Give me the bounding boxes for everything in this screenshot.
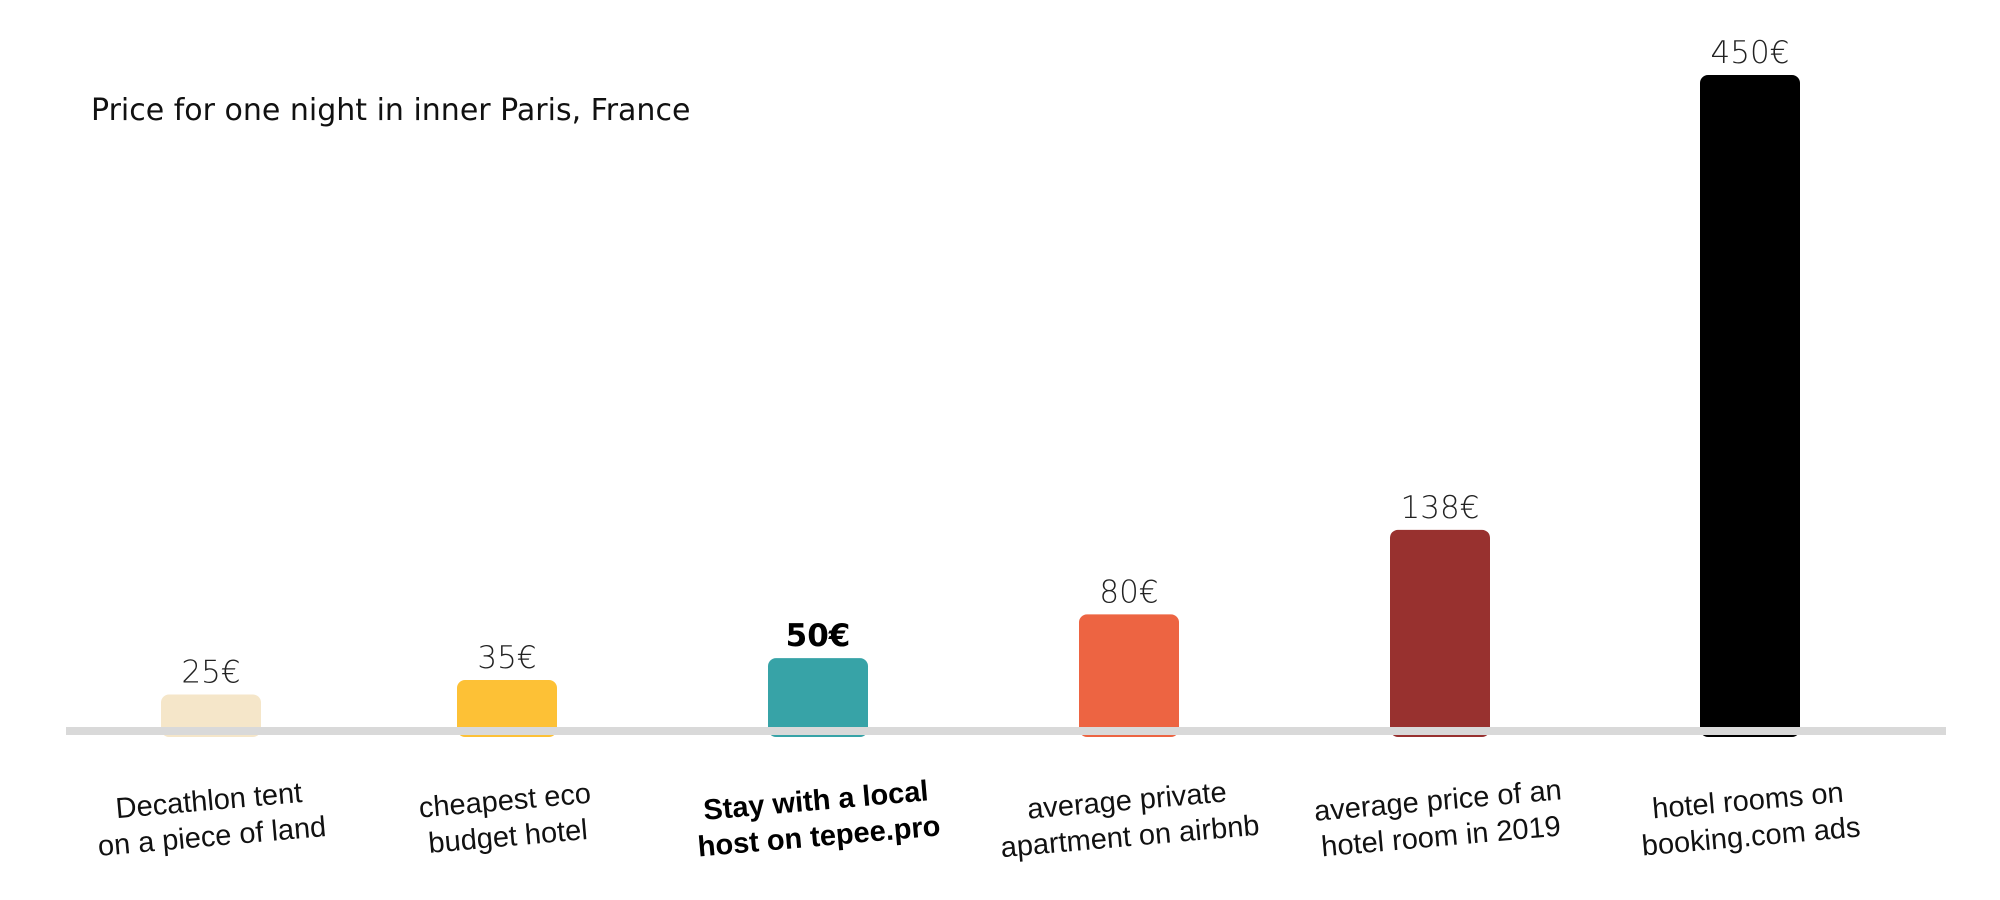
- bar-5: [1700, 75, 1800, 737]
- bar-4: [1390, 529, 1490, 737]
- bar-2: [768, 658, 868, 737]
- value-label-5: 450€: [1711, 35, 1790, 71]
- bars-group: [161, 75, 1800, 737]
- value-label-4: 138€: [1401, 490, 1480, 526]
- value-label-1: 35€: [477, 640, 536, 676]
- value-labels-group: 25€ 35€ 50€ 80€ 138€ 450€: [181, 35, 1789, 691]
- x-axis-baseline: [66, 727, 1946, 735]
- value-label-0: 25€: [181, 655, 240, 691]
- chart-title: Price for one night in inner Paris, Fran…: [91, 93, 690, 128]
- value-label-2: 50€: [786, 618, 851, 654]
- value-label-3: 80€: [1099, 574, 1158, 610]
- bar-3: [1079, 614, 1179, 737]
- bar-1: [457, 679, 557, 737]
- bar-0: [161, 694, 261, 737]
